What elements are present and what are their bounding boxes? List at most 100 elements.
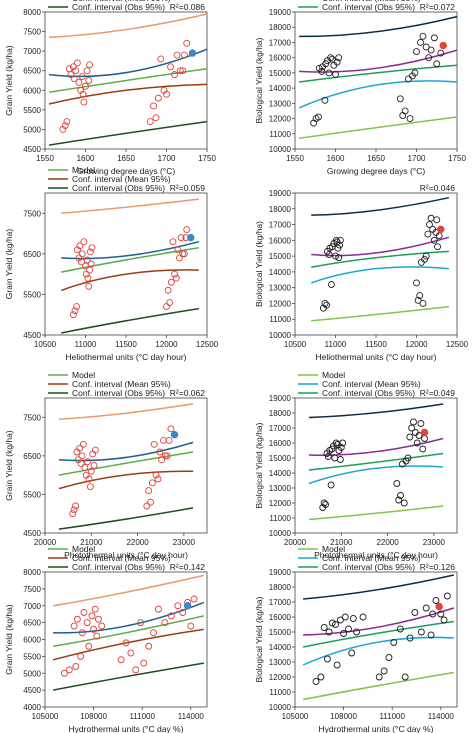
observation-point — [150, 440, 158, 448]
y-tick-label: 13000 — [269, 658, 292, 667]
y-tick-label: 7500 — [23, 413, 41, 422]
observation-point — [160, 86, 168, 94]
observation-point — [320, 624, 328, 631]
observation-point — [359, 613, 367, 621]
x-tick-label: 114000 — [178, 712, 205, 721]
observation-point — [91, 605, 99, 613]
y-tick-label: 4500 — [23, 331, 41, 340]
x-tick-label: 1550 — [286, 154, 304, 163]
y-tick-label: 11000 — [269, 688, 291, 697]
observation-point — [72, 67, 80, 75]
x-tick-label: 11500 — [115, 340, 137, 349]
observation-point — [143, 502, 151, 510]
mean-lower-curve — [298, 80, 458, 109]
y-tick-label: 6500 — [23, 452, 41, 461]
observation-point — [117, 656, 125, 664]
observation-point — [145, 642, 153, 650]
observation-point — [160, 436, 167, 444]
observation-point — [80, 98, 88, 106]
observation-point — [401, 107, 409, 115]
obs-upper-curve — [61, 198, 199, 215]
model-curve — [53, 601, 205, 634]
observation-point — [437, 49, 445, 57]
x-tick-label: 10500 — [34, 340, 57, 349]
observation-point — [86, 248, 94, 256]
observation-point — [323, 301, 331, 309]
observation-point — [427, 46, 435, 54]
observation-point — [167, 278, 175, 286]
highlight-point — [437, 225, 445, 233]
observation-point — [336, 241, 343, 249]
observation-point — [93, 632, 101, 640]
y-tick-label: 16000 — [269, 236, 292, 245]
x-tick-label: 12000 — [155, 340, 178, 349]
observation-point — [187, 622, 195, 630]
r-squared-label: R²=0.046 — [420, 183, 455, 193]
x-tick-label: 1750 — [448, 154, 466, 163]
y-tick-label: 14000 — [269, 643, 292, 652]
observation-point — [318, 67, 326, 75]
observation-point — [88, 244, 96, 252]
y-tick-label: 15000 — [269, 252, 292, 261]
x-tick-label: 23000 — [423, 538, 446, 547]
observation-point — [401, 673, 409, 681]
y-tick-label: 5500 — [23, 490, 41, 499]
mean-lower-curve — [58, 470, 194, 490]
panel-grain-hydro: 4000 4500 5000 5500 6000 6500 7000 7500 8000 1050… — [4, 544, 208, 733]
y-tick-label: 10000 — [269, 529, 292, 538]
observation-point — [177, 234, 185, 242]
observation-point — [87, 467, 95, 475]
observation-point — [417, 420, 425, 427]
mean-lower-curve — [48, 83, 208, 105]
observation-point — [165, 436, 173, 444]
observation-point — [339, 439, 347, 447]
y-tick-label: 8000 — [23, 8, 41, 17]
observation-point — [152, 114, 160, 122]
observation-point — [337, 444, 345, 451]
observation-point — [317, 673, 325, 681]
observation-point — [183, 39, 191, 47]
observation-point — [321, 299, 329, 307]
observation-point — [348, 649, 356, 657]
observation-point — [179, 67, 187, 75]
y-tick-label: 7500 — [23, 585, 41, 594]
mean-upper-curve — [302, 620, 454, 648]
observation-point — [140, 659, 148, 667]
observation-point — [325, 628, 333, 636]
r-squared-label: R²=0.126 — [420, 562, 455, 572]
observation-point — [150, 629, 157, 637]
highlight-point — [420, 428, 429, 437]
observation-point — [65, 666, 73, 674]
observation-point — [411, 69, 419, 77]
observation-point — [148, 479, 156, 487]
x-tick-label: 105000 — [282, 712, 309, 721]
observation-point — [84, 458, 92, 466]
observation-point — [69, 311, 77, 319]
x-axis-label: Hydrothermal units (°C day %) — [319, 724, 434, 733]
r-squared-label: R²=0.142 — [170, 562, 205, 572]
observation-point — [333, 58, 341, 66]
observation-point — [183, 226, 191, 233]
legend-label: Conf. interval (Obs 95%) — [322, 388, 415, 398]
highlight-point — [187, 233, 195, 242]
observation-point — [437, 610, 445, 618]
observation-point — [427, 214, 435, 222]
observation-point — [80, 609, 88, 616]
observation-point — [320, 499, 328, 507]
observation-point — [179, 609, 187, 616]
observation-point — [154, 475, 162, 483]
observation-point — [61, 122, 69, 129]
observation-point — [164, 286, 172, 294]
observation-point — [167, 425, 175, 433]
observation-point — [341, 613, 349, 621]
y-tick-label: 18000 — [269, 583, 292, 592]
observation-point — [325, 69, 333, 77]
observation-point — [333, 661, 341, 669]
observation-point — [429, 610, 437, 618]
x-axis-label: Photothermal units (°C day hour) — [64, 550, 188, 560]
obs-upper-curve — [303, 574, 454, 600]
y-tick-label: 16000 — [269, 54, 292, 63]
y-tick-label: 17000 — [269, 38, 292, 47]
